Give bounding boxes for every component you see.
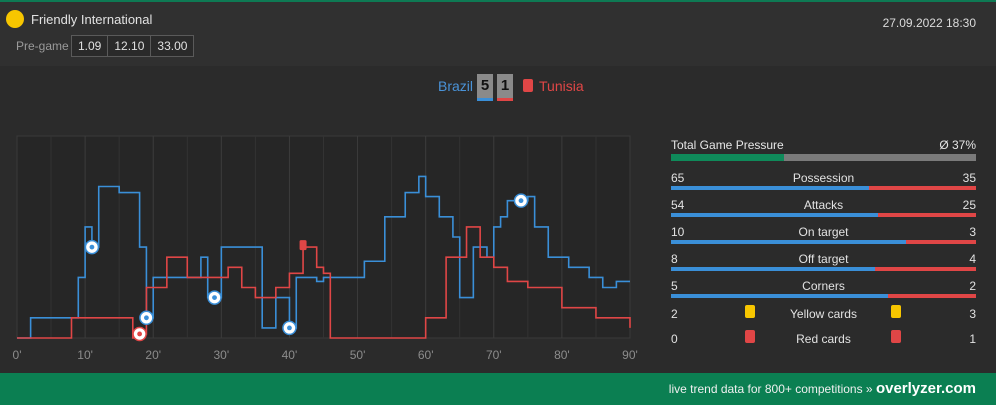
x-tick-label: 80' [554,348,570,362]
red-card-marker-icon [299,240,307,251]
stat-bar [671,267,976,271]
x-tick-label: 70' [486,348,502,362]
home-team-name[interactable]: Brazil [438,78,474,94]
card-home-value: 0 [671,332,678,346]
stat-label: Off target [798,252,849,266]
stat-bar-home-fill [671,267,876,271]
stat-away-value: 4 [969,252,976,266]
stat-bar [671,213,976,217]
x-tick-label: 40' [282,348,298,362]
goal-ball-icon [282,320,297,336]
series-line-tunisia [17,226,631,339]
pressure-chart: 0' 10' 20' 30' 40' 50' 60' 70' 80' 90' [13,135,638,362]
goal-ball-icon [132,326,147,342]
goal-ball-center [287,325,292,331]
chart-x-ticks: 0' 10' 20' 30' 40' 50' 60' 70' 80' 90' [13,348,638,362]
away-team-color-icon [523,79,533,92]
stat-away-value: 3 [969,225,976,239]
away-score: 1 [497,74,513,101]
stat-label: Possession [792,171,855,185]
yellow-card-icon [891,305,901,318]
yellow-card-icon [745,305,755,318]
top-accent-line [0,0,996,2]
odd-draw[interactable]: 12.10 [108,36,152,56]
goal-ball-icon [139,310,154,326]
stat-bar-home-fill [671,213,879,217]
stat-home-value: 8 [671,252,678,266]
competition-icon [6,10,24,28]
chart-grid [16,135,631,339]
stat-label: On target [798,225,849,239]
goal-ball-center [89,244,95,250]
total-pressure-row: Total Game Pressure Ø 37% [671,138,976,154]
x-tick-label: 60' [418,348,434,362]
card-away-value: 1 [969,332,976,346]
stat-bar [671,240,976,244]
card-row: 0 Red cards 1 [671,329,976,354]
x-tick-label: 90' [622,348,638,362]
away-team-name[interactable]: Tunisia [539,78,584,94]
x-tick-label: 50' [350,348,366,362]
competition-name: Friendly International [31,12,153,27]
goal-ball-icon [84,239,100,255]
goal-ball-center [518,198,524,204]
card-row: 2 Yellow cards 3 [671,304,976,329]
goal-ball-center [137,331,143,337]
red-card-icon [745,330,755,343]
card-label: Red cards [796,332,851,346]
stat-away-value: 2 [969,279,976,293]
goal-ball-icon [207,290,222,305]
stat-home-value: 65 [671,171,685,185]
x-tick-label: 10' [77,348,93,362]
home-score: 5 [477,74,493,101]
x-tick-label: 20' [145,348,161,362]
stat-row: 10 On target 3 [671,223,976,250]
stat-label: Attacks [803,198,844,212]
pregame-odds: 1.09 12.10 33.00 [71,35,195,57]
total-pressure-label: Total Game Pressure [671,138,784,152]
stat-away-value: 25 [962,198,976,212]
match-datetime: 27.09.2022 18:30 [882,16,976,30]
stat-bar-home-fill [671,294,888,298]
red-card-icon [891,330,901,343]
card-label: Yellow cards [790,307,857,321]
odd-home[interactable]: 1.09 [72,36,109,56]
stat-home-value: 54 [671,198,685,212]
match-header: Friendly International 27.09.2022 18:30 … [0,2,996,66]
stat-bar-home-fill [671,186,870,190]
card-away-value: 3 [969,307,976,321]
stat-row: 5 Corners 2 [671,277,976,304]
stat-rows: 65 Possession 35 54 Attacks 25 10 On target 3 8 Of… [671,169,976,304]
goal-ball-icon [513,193,529,208]
odd-away[interactable]: 33.00 [157,39,188,53]
goal-ball-center [144,315,149,321]
card-rows: 2 Yellow cards 3 0 Red cards 1 [671,304,976,354]
x-tick-label: 0' [13,348,22,362]
stat-bar [671,294,976,298]
footer-brand-link[interactable]: overlyzer.com [875,380,976,397]
stat-row: 65 Possession 35 [671,169,976,196]
total-pressure-bar [671,154,976,161]
pregame-label: Pre-game [16,39,69,53]
stat-away-value: 35 [962,171,976,185]
stat-label: Corners [802,279,845,293]
card-home-value: 2 [671,307,678,321]
footer-text: live trend data for 800+ competitions » … [669,380,976,397]
total-pressure-fill [671,154,784,161]
chart-markers [84,193,529,342]
match-stats-panel: Total Game Pressure Ø 37% 65 Possession 35… [671,138,976,354]
stat-bar-home-fill [671,240,906,244]
stat-home-value: 5 [671,279,678,293]
x-tick-label: 30' [214,348,230,362]
stat-bar [671,186,976,190]
stat-row: 8 Off target 4 [671,250,976,277]
total-pressure-value: Ø 37% [939,138,976,152]
stat-home-value: 10 [671,225,685,239]
goal-ball-center [212,295,217,300]
stat-row: 54 Attacks 25 [671,196,976,223]
footer-tagline: live trend data for 800+ competitions » [668,382,873,396]
footer-banner[interactable]: live trend data for 800+ competitions » … [0,373,996,405]
